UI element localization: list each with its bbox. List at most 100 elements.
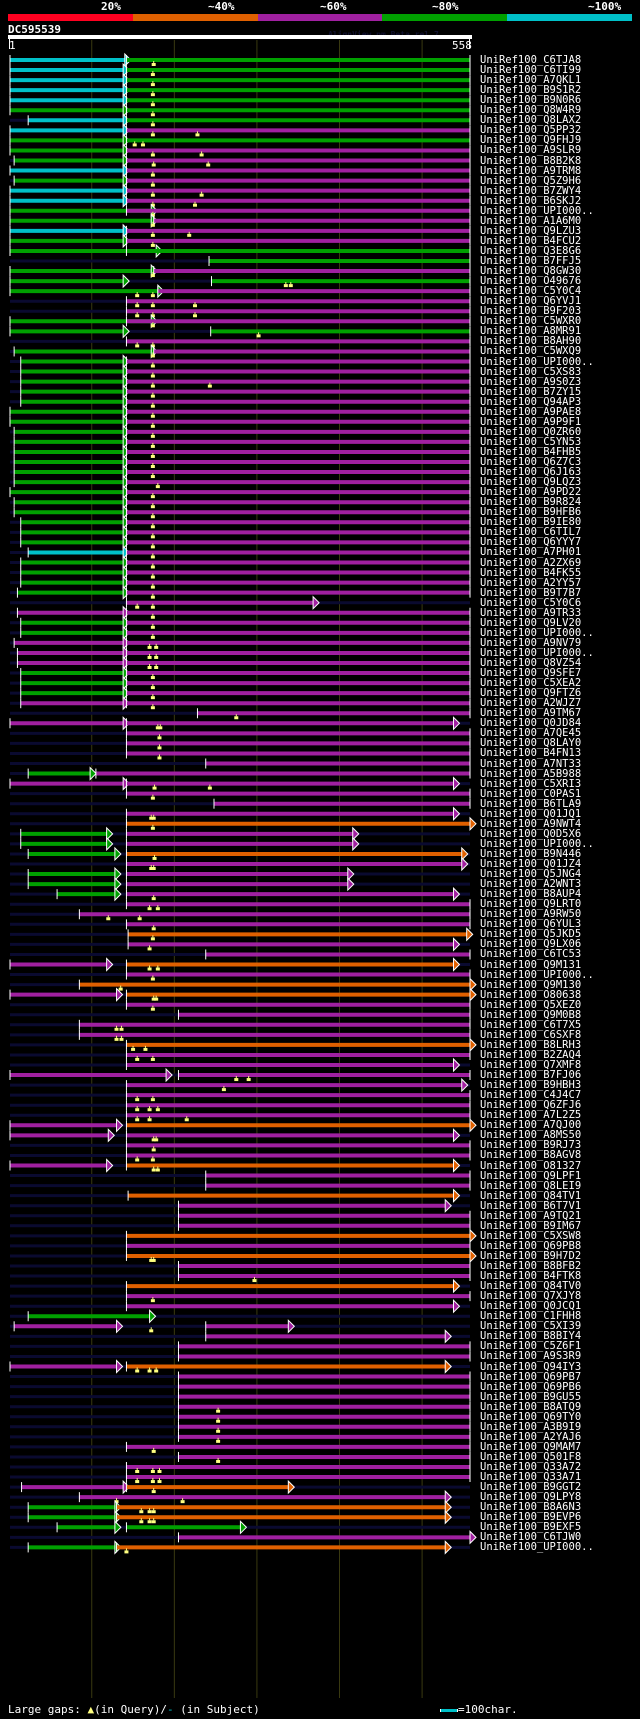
hit-label[interactable]: UniRef100_Q6Z7C3 [480, 456, 582, 468]
hit-label[interactable]: UniRef100_B9GGT2 [480, 1481, 582, 1494]
hit-label[interactable]: UniRef100_B9N0R6 [480, 94, 582, 107]
hit-label[interactable]: UniRef100_Q9LZU3 [480, 224, 582, 237]
hit-label[interactable]: UniRef100_Q6YVJ1 [480, 295, 582, 308]
hit-label[interactable]: UniRef100_Q69PB8 [480, 1239, 582, 1252]
hit-label[interactable]: UniRef100_Q9LRT0 [480, 898, 582, 911]
hit-label[interactable]: UniRef100_Q5Z9H6 [480, 174, 582, 187]
hit-label[interactable]: UniRef100_B4FTK8 [480, 1270, 582, 1283]
hit-label[interactable]: UniRef100_A2WJZ7 [480, 697, 582, 710]
hit-label[interactable]: UniRef100_A7QKL1 [480, 74, 582, 87]
hit-label[interactable]: UniRef100_B9N446 [480, 847, 582, 860]
hit-label[interactable]: UniRef100_C5WXR0 [480, 315, 582, 328]
hit-label[interactable]: UniRef100_Q8GW30 [480, 265, 582, 278]
hit-label[interactable]: UniRef100_Q9LPY8 [480, 1491, 582, 1504]
hit-label[interactable]: UniRef100_UPI000.. [480, 1541, 594, 1554]
hit-label[interactable]: UniRef100_B7FFJ5 [480, 255, 582, 267]
hit-label[interactable]: UniRef100_Q9FHJ9 [480, 134, 582, 147]
hit-label[interactable]: UniRef100_A2YY57 [480, 576, 582, 589]
hit-label[interactable]: UniRef100_B9IE80 [480, 516, 582, 529]
hit-label[interactable]: UniRef100_C5Y0C6 [480, 596, 582, 609]
hit-label[interactable]: UniRef100_B4FCU2 [480, 234, 582, 247]
hit-label[interactable]: UniRef100_Q01JQ1 [480, 807, 582, 820]
hit-label[interactable]: UniRef100_C6TJA8 [480, 54, 582, 66]
hit-label[interactable]: UniRef100_C6TJW0 [480, 1531, 582, 1544]
hit-label[interactable]: UniRef100_Q0JCQ1 [480, 1300, 582, 1313]
hit-label[interactable]: UniRef100_A9TRM8 [480, 164, 582, 177]
hit-label[interactable]: UniRef100_Q0D5X6 [480, 827, 582, 840]
hit-label[interactable]: UniRef100_B8AUP4 [480, 888, 582, 901]
hit-label[interactable]: UniRef100_B8BFB2 [480, 1260, 582, 1272]
hit-label[interactable]: UniRef100_A9TM67 [480, 707, 582, 720]
hit-label[interactable]: UniRef100_Q6ZFJ6 [480, 1099, 582, 1112]
hit-label[interactable]: UniRef100_Q5JKD5 [480, 928, 582, 941]
hit-label[interactable]: UniRef100_UPI000.. [480, 355, 594, 368]
hit-label[interactable]: UniRef100_B8AGV8 [480, 1149, 582, 1162]
hit-label[interactable]: UniRef100_Q9MAM7 [480, 1440, 582, 1453]
hit-label[interactable]: UniRef100_Q6YUL3 [480, 918, 582, 931]
hit-label[interactable]: UniRef100_Q84TV1 [480, 1189, 582, 1202]
hit-label[interactable]: UniRef100_A9NV79 [480, 636, 582, 649]
hit-label[interactable]: UniRef100_B9HBH3 [480, 1079, 582, 1092]
hit-label[interactable]: UniRef100_A9RW50 [480, 908, 582, 921]
hit-label[interactable]: UniRef100_UPI000.. [480, 968, 594, 981]
hit-label[interactable]: UniRef100_Q9M130 [480, 978, 582, 991]
hit-label[interactable]: UniRef100_C5XRI3 [480, 777, 582, 790]
hit-label[interactable]: UniRef100_B9IM67 [480, 1219, 582, 1232]
hit-label[interactable]: UniRef100_Q6YYY7 [480, 536, 582, 549]
hit-label[interactable]: UniRef100_B8B2K8 [480, 154, 582, 167]
hit-label[interactable]: UniRef100_C5Z6F1 [480, 1340, 582, 1353]
hit-label[interactable]: UniRef100_A9S3R9 [480, 1350, 582, 1363]
hit-label[interactable]: UniRef100_B9RJ73 [480, 1139, 582, 1152]
hit-label[interactable]: UniRef100_Q69PB6 [480, 1380, 582, 1393]
hit-label[interactable]: UniRef100_Q7XMF8 [480, 1059, 582, 1071]
hit-label[interactable]: UniRef100_A7QJ00 [480, 1119, 582, 1132]
hit-label[interactable]: UniRef100_A8MS50 [480, 1129, 582, 1142]
hit-label[interactable]: UniRef100_A1A6M0 [480, 214, 582, 227]
hit-label[interactable]: UniRef100_Q9LV20 [480, 616, 582, 629]
hit-label[interactable]: UniRef100_B6T7V1 [480, 1199, 582, 1212]
hit-label[interactable]: UniRef100_A5B988 [480, 767, 582, 780]
hit-label[interactable]: UniRef100_A7L2Z5 [480, 1109, 582, 1122]
hit-label[interactable]: UniRef100_C5Y0C4 [480, 285, 582, 298]
hit-label[interactable]: UniRef100_Q0JD84 [480, 717, 582, 730]
hit-label[interactable]: UniRef100_Q8LAX2 [480, 114, 582, 127]
hit-label[interactable]: UniRef100_B6TLA9 [480, 797, 582, 810]
hit-label[interactable]: UniRef100_B2ZAQ4 [480, 1048, 582, 1061]
hit-label[interactable]: UniRef100_Q5PP32 [480, 124, 582, 137]
hit-label[interactable]: UniRef100_Q94AP3 [480, 395, 582, 408]
hit-label[interactable]: UniRef100_Q69TY0 [480, 1410, 582, 1423]
hit-label[interactable]: UniRef100_A2YAJ6 [480, 1430, 582, 1443]
hit-label[interactable]: UniRef100_Q9M0B8 [480, 1008, 582, 1021]
hit-label[interactable]: UniRef100_C5XSW8 [480, 1229, 582, 1242]
hit-label[interactable]: UniRef100_B4FK55 [480, 566, 582, 579]
hit-label[interactable]: UniRef100_O80638 [480, 988, 582, 1001]
hit-label[interactable]: UniRef100_A2WNT3 [480, 878, 582, 891]
hit-label[interactable]: UniRef100_B9EXF5 [480, 1521, 582, 1534]
hit-label[interactable]: UniRef100_A9NWT4 [480, 817, 582, 830]
hit-label[interactable]: UniRef100_C5XS83 [480, 365, 582, 378]
hit-label[interactable]: UniRef100_C6TC53 [480, 948, 582, 961]
hit-label[interactable]: UniRef100_Q84TV0 [480, 1280, 582, 1293]
hit-label[interactable]: UniRef100_A9TR33 [480, 606, 582, 619]
hit-label[interactable]: UniRef100_B7ZY15 [480, 385, 582, 398]
hit-label[interactable]: UniRef100_Q5JNG4 [480, 868, 582, 881]
hit-label[interactable]: UniRef100_C6SXF8 [480, 1028, 582, 1041]
hit-label[interactable]: UniRef100_Q8VZ54 [480, 657, 582, 669]
hit-label[interactable]: UniRef100_UPI000.. [480, 626, 594, 639]
hit-label[interactable]: UniRef100_Q9SFE7 [480, 667, 582, 680]
hit-label[interactable]: UniRef100_A8MR91 [480, 325, 582, 338]
hit-label[interactable]: UniRef100_B9H7D2 [480, 1249, 582, 1262]
hit-label[interactable]: UniRef100_B4FHB5 [480, 445, 582, 458]
hit-label[interactable]: UniRef100_C0PAS1 [480, 787, 582, 800]
hit-label[interactable]: UniRef100_Q7XJY8 [480, 1290, 582, 1303]
hit-label[interactable]: UniRef100_B4FN13 [480, 747, 582, 760]
hit-label[interactable]: UniRef100_Q5XEZ0 [480, 998, 582, 1011]
hit-label[interactable]: UniRef100_C6T7X5 [480, 1018, 582, 1031]
hit-label[interactable]: UniRef100_Q9M131 [480, 958, 582, 971]
hit-label[interactable]: UniRef100_B8ATQ9 [480, 1400, 582, 1413]
hit-label[interactable]: UniRef100_UPI000.. [480, 837, 594, 850]
hit-label[interactable]: UniRef100_C6TIL7 [480, 526, 582, 539]
hit-label[interactable]: UniRef100_O81327 [480, 1159, 582, 1172]
hit-label[interactable]: UniRef100_C5YN53 [480, 435, 582, 448]
hit-label[interactable]: UniRef100_A9S0Z3 [480, 375, 582, 388]
